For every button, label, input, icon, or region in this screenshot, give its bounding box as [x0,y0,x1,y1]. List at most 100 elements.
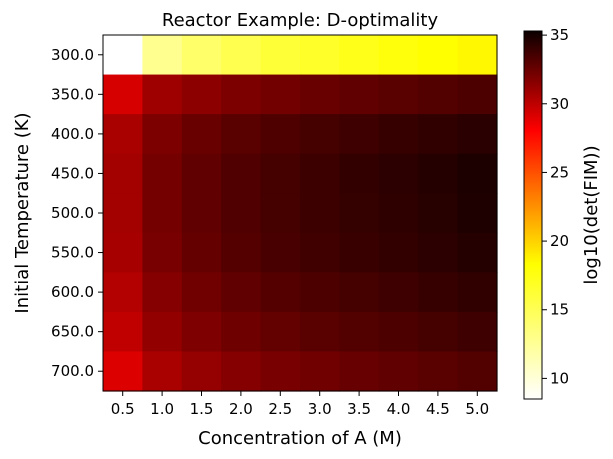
heatmap-cell [260,35,301,76]
heatmap-cell [378,272,419,313]
heatmap-cell [378,351,419,392]
heatmap-cell [142,153,183,194]
heatmap-cell [339,311,380,353]
heatmap-cell [457,35,498,76]
x-tick-label: 2.0 [229,400,253,418]
heatmap-cell [378,114,419,155]
heatmap-cell [300,153,340,194]
heatmap-cell [339,272,380,313]
heatmap-cell [181,311,222,353]
heatmap-cell [457,272,498,313]
heatmap-cell [418,272,459,313]
heatmap-cell [103,232,143,273]
heatmap-cell [457,193,498,234]
x-axis-label: Concentration of A (M) [198,428,402,449]
heatmap-cell [142,114,183,155]
heatmap-cell [300,114,340,155]
heatmap-cell [221,153,262,194]
heatmap-cell [221,35,262,76]
heatmap-cell [221,351,262,392]
heatmap-cell [339,74,380,115]
heatmap-cell [378,153,419,194]
y-tick-label: 350.0 [51,85,94,103]
colorbar-tick-label: 10 [550,369,569,387]
y-tick-label: 550.0 [51,244,94,262]
heatmap-cell [339,35,380,76]
heatmap-cell [103,272,143,313]
y-tick-label: 500.0 [51,204,94,222]
heatmap-cell [378,35,419,76]
heatmap-cell [142,311,183,353]
heatmap-cell [300,311,340,353]
y-tick-label: 450.0 [51,164,94,182]
heatmap-cell [142,272,183,313]
heatmap-cell [181,35,222,76]
colorbar-tick-label: 35 [550,26,569,44]
colorbar-ticks: 10 15 20 25 30 35 [542,26,569,387]
heatmap-cell [103,351,143,392]
heatmap-cell [142,232,183,273]
heatmap-cell [260,153,301,194]
heatmap-cell [221,114,262,155]
colorbar-tick-label: 20 [550,232,569,250]
heatmap-cell [221,74,262,115]
y-tick-label: 600.0 [51,283,94,301]
heatmap-cell [300,351,340,392]
heatmap-cell [300,35,340,76]
heatmap-cell [181,272,222,313]
heatmap-cell [418,311,459,353]
heatmap-cell [339,351,380,392]
heatmap-cell [103,193,143,234]
heatmap-cell [221,232,262,273]
x-tick-label: 3.5 [347,400,371,418]
x-axis-ticks: 0.5 1.0 1.5 2.0 2.5 3.0 3.5 4.0 4.5 5.0 [111,391,489,418]
heatmap-cell [300,74,340,115]
x-tick-label: 2.5 [268,400,292,418]
heatmap-cell [103,74,143,115]
heatmap-cell [339,153,380,194]
x-tick-label: 1.5 [190,400,214,418]
y-tick-label: 650.0 [51,323,94,341]
colorbar-tick-label: 30 [550,95,569,113]
y-axis-label: Initial Temperature (K) [12,112,33,313]
heatmap-cell [221,272,262,313]
x-tick-label: 0.5 [111,400,135,418]
heatmap-cell [378,193,419,234]
heatmap-cell [260,311,301,353]
heatmap-cell [378,74,419,115]
heatmap-cell [300,193,340,234]
heatmap-cell [260,351,301,392]
heatmap-cell [181,74,222,115]
x-tick-label: 3.0 [308,400,332,418]
heatmap-cell [260,272,301,313]
colorbar-label: log10(det(FIM)) [581,145,602,284]
heatmap-cell [300,272,340,313]
heatmap-cell [300,232,340,273]
heatmap-cell [142,35,183,76]
heatmap-cell [181,232,222,273]
heatmap-cell [339,114,380,155]
heatmap-cell [103,114,143,155]
heatmap-cell [457,74,498,115]
heatmap-cell [457,114,498,155]
heatmap-cell [457,153,498,194]
heatmap-cell [221,193,262,234]
heatmap-cell [260,74,301,115]
heatmap-cell [418,35,459,76]
heatmap-cell [260,114,301,155]
heatmap-cell [142,351,183,392]
heatmap-cell [418,193,459,234]
heatmap-cells [103,35,498,392]
y-tick-label: 700.0 [51,362,94,380]
heatmap-cell [418,153,459,194]
x-tick-label: 1.0 [150,400,174,418]
heatmap-cell [339,232,380,273]
colorbar-tick-label: 15 [550,301,569,319]
heatmap-cell [103,153,143,194]
heatmap-cell [457,351,498,392]
heatmap-cell [260,232,301,273]
heatmap-cell [418,74,459,115]
x-tick-label: 5.0 [465,400,489,418]
heatmap-cell [378,311,419,353]
